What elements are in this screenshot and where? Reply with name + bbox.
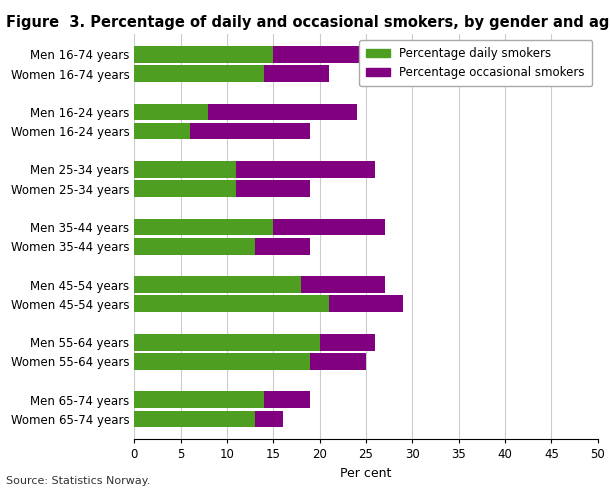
Bar xyxy=(134,180,236,197)
Bar xyxy=(134,65,264,82)
Bar xyxy=(320,334,375,351)
Text: Figure  3. Percentage of daily and occasional smokers, by gender and age. 2013: Figure 3. Percentage of daily and occasi… xyxy=(6,15,610,30)
Bar xyxy=(310,353,366,370)
Bar xyxy=(190,122,310,140)
Bar xyxy=(134,295,329,312)
Bar xyxy=(134,161,236,178)
Bar xyxy=(134,46,273,63)
Bar xyxy=(134,410,255,427)
Bar xyxy=(134,391,264,408)
Bar xyxy=(301,276,384,293)
Bar xyxy=(134,334,320,351)
Bar xyxy=(134,219,273,236)
Bar xyxy=(329,295,403,312)
Bar xyxy=(134,122,190,140)
Bar xyxy=(236,161,375,178)
Bar xyxy=(134,353,310,370)
Bar xyxy=(255,238,310,255)
Bar xyxy=(264,65,329,82)
Bar xyxy=(209,103,357,121)
Bar xyxy=(255,410,282,427)
Bar xyxy=(273,219,384,236)
Text: Source: Statistics Norway.: Source: Statistics Norway. xyxy=(6,476,151,486)
Bar xyxy=(264,391,310,408)
Bar xyxy=(236,180,310,197)
X-axis label: Per cent: Per cent xyxy=(340,467,392,480)
Bar xyxy=(134,276,301,293)
Bar xyxy=(273,46,366,63)
Bar xyxy=(134,238,255,255)
Legend: Percentage daily smokers, Percentage occasional smokers: Percentage daily smokers, Percentage occ… xyxy=(359,40,592,86)
Bar xyxy=(134,103,209,121)
